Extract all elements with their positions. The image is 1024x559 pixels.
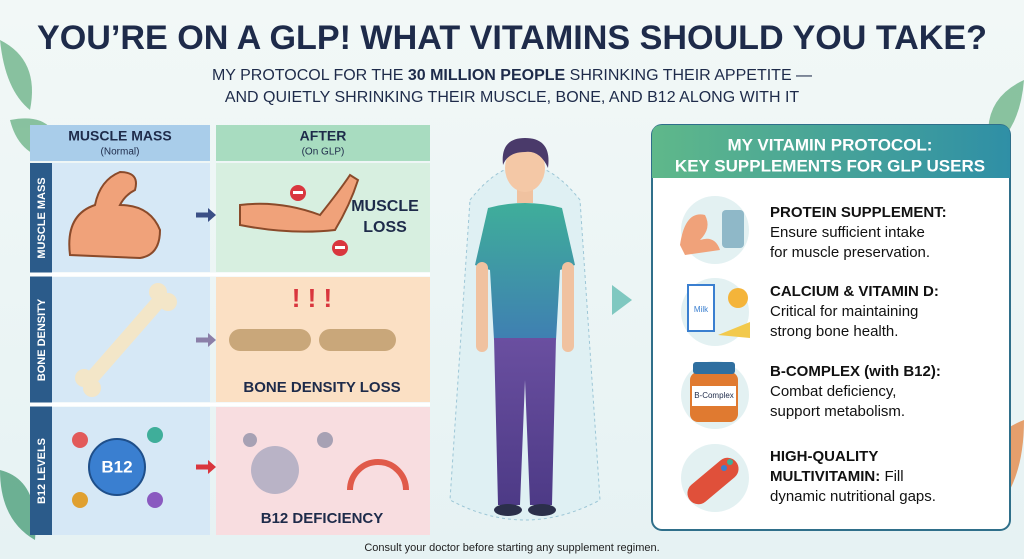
- muscle-illustration: [68, 170, 360, 260]
- protocol-panel-part: [727, 459, 733, 465]
- comparison-panel-part: [216, 125, 430, 161]
- person-illustration: [449, 138, 632, 521]
- item-title: CALCIUM & VITAMIN D:: [770, 283, 939, 300]
- effect-label: BONE DENSITY LOSS: [243, 379, 400, 396]
- decor: PROTEIN SUPPLEMENT: Ensure sufficient in…: [770, 204, 947, 505]
- subtitle-highlight: 30 MILLION PEOPLE: [408, 67, 566, 84]
- comparison-panel-part: [30, 125, 210, 161]
- subtitle: MY PROTOCOL FOR THE 30 MILLION PEOPLE SH…: [212, 67, 812, 84]
- person-illustration-part: [612, 285, 632, 315]
- b12-badge: B12: [101, 457, 132, 476]
- muscle-illustration-part: [239, 173, 360, 233]
- subtitle-text: SHRINKING THEIR APPETITE —: [570, 67, 812, 84]
- muscle-illustration-part: [335, 246, 345, 249]
- protocol-panel: [651, 124, 1011, 531]
- item-title: B-COMPLEX (with B12):: [770, 363, 941, 380]
- protocol-panel-part: [693, 362, 735, 374]
- effect-label: LOSS: [363, 219, 407, 236]
- protocol-title: MY VITAMIN PROTOCOL:: [728, 135, 933, 154]
- b12-illustration-part: [243, 433, 257, 447]
- row-label: B12 LEVELS: [36, 438, 48, 504]
- item-text: Fill: [884, 468, 903, 485]
- item-text: support metabolism.: [770, 403, 905, 420]
- protocol-panel-part: [722, 210, 744, 248]
- item-text: Ensure sufficient intake: [770, 224, 925, 241]
- protocol-panel-part: [721, 465, 727, 471]
- b12-illustration-part: [347, 459, 409, 491]
- person-illustration-part: [528, 504, 556, 516]
- b12-illustration-part: [147, 492, 163, 508]
- effect-label: B12 DEFICIENCY: [261, 510, 384, 527]
- b12-illustration-part: [88, 438, 146, 496]
- column-title: MUSCLE MASS: [68, 128, 171, 144]
- item-text: dynamic nutritional gaps.: [770, 488, 936, 505]
- protocol-panel-part: [692, 386, 736, 406]
- icon-label: Milk: [694, 305, 709, 314]
- comparison-panel-part: [30, 163, 52, 535]
- item-text: Combat deficiency,: [770, 383, 896, 400]
- item-title: PROTEIN SUPPLEMENT:: [770, 204, 947, 221]
- protocol-panel-part: [687, 284, 715, 332]
- muscle-illustration-part: [208, 208, 216, 222]
- protocol-panel-part: [680, 214, 720, 255]
- item-line: MULTIVITAMIN: Fill: [770, 468, 904, 485]
- person-illustration-part: [562, 262, 574, 352]
- item-text: strong bone health.: [770, 323, 898, 340]
- bone-illustration-part: [83, 379, 101, 397]
- b12-illustration-part: [72, 432, 88, 448]
- b12-illustration-part: [208, 460, 216, 474]
- bone-illustration-part: ! ! !: [292, 283, 332, 313]
- b12-illustration-part: [72, 492, 88, 508]
- b12-illustration-part: [317, 432, 333, 448]
- muscle-illustration-part: [68, 170, 162, 260]
- person-illustration-part: [502, 138, 549, 168]
- protocol-panel-part: [718, 322, 750, 338]
- bone-illustration-part: [83, 293, 167, 387]
- column-title: AFTER: [300, 128, 347, 144]
- item-text: Critical for maintaining: [770, 303, 918, 320]
- column-note: (Normal): [101, 147, 140, 158]
- footer-note: Consult your doctor before starting any …: [364, 542, 659, 554]
- subtitle-text: MY PROTOCOL FOR THE: [212, 67, 403, 84]
- icon-label: B-Complex: [694, 391, 734, 400]
- effect-label: MUSCLE: [351, 198, 419, 215]
- person-illustration-part: [505, 144, 545, 192]
- person-illustration-part: [494, 504, 522, 516]
- protocol-panel-part: [652, 125, 1010, 178]
- bone-illustration-part: [208, 333, 216, 347]
- item-title: HIGH-QUALITY: [770, 448, 878, 465]
- leaf-decoration-part: [0, 40, 32, 110]
- row-label: MUSCLE MASS: [36, 177, 48, 258]
- column-note: (On GLP): [302, 147, 345, 158]
- title: YOU’RE ON A GLP! WHAT VITAMINS SHOULD YO…: [37, 19, 987, 57]
- bone-illustration: ! ! !: [75, 283, 396, 397]
- leaf-decoration-part: [0, 470, 36, 540]
- bone-illustration-part: [159, 293, 177, 311]
- b12-illustration: [72, 427, 409, 508]
- protocol-title: KEY SUPPLEMENTS FOR GLP USERS: [675, 156, 985, 175]
- subtitle-line: AND QUIETLY SHRINKING THEIR MUSCLE, BONE…: [225, 89, 800, 106]
- person-illustration-part: [475, 203, 575, 340]
- protocol-panel-part: [728, 288, 748, 308]
- item-text: for muscle preservation.: [770, 244, 930, 261]
- person-illustration-part: [476, 262, 488, 352]
- muscle-illustration-part: [293, 191, 303, 194]
- row-label: BONE DENSITY: [36, 298, 48, 381]
- b12-illustration-part: [251, 446, 299, 494]
- person-illustration-part: [494, 338, 556, 505]
- item-title: MULTIVITAMIN:: [770, 468, 880, 485]
- b12-illustration-part: [147, 427, 163, 443]
